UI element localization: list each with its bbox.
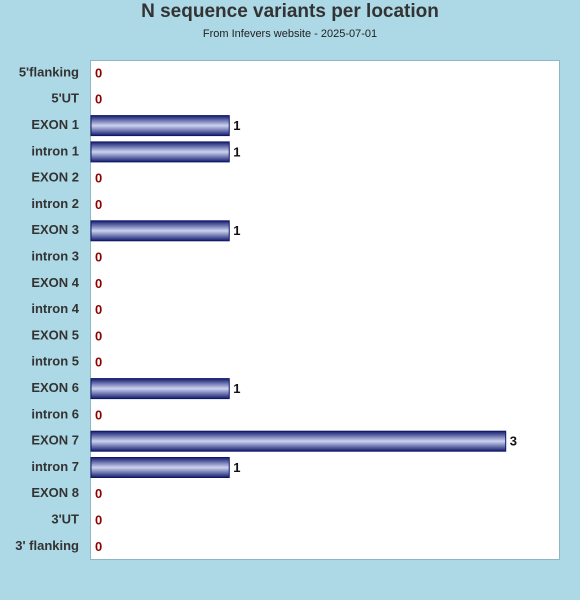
bar (90, 457, 230, 478)
category-label: 3'UT (51, 512, 79, 527)
value-label: 0 (95, 197, 102, 212)
category-label: EXON 6 (31, 380, 79, 395)
category-label: intron 7 (31, 459, 79, 474)
value-label: 0 (95, 302, 102, 317)
value-label: 1 (233, 144, 240, 159)
value-label: 0 (95, 276, 102, 291)
value-label: 0 (95, 250, 102, 265)
category-label: 3' flanking (15, 538, 79, 553)
value-label: 0 (95, 171, 102, 186)
value-label: 1 (233, 118, 240, 133)
chart-subtitle: From Infevers website - 2025-07-01 (202, 28, 378, 40)
value-label: 0 (95, 92, 102, 107)
bar (90, 141, 230, 163)
bar (90, 378, 230, 400)
category-label: intron 5 (31, 354, 79, 369)
category-label: 5'flanking (19, 64, 79, 79)
category-label: EXON 4 (31, 275, 79, 290)
category-label: intron 6 (31, 406, 79, 421)
category-label: EXON 1 (31, 117, 79, 132)
value-label: 0 (95, 486, 102, 501)
value-label: 1 (233, 381, 240, 396)
value-label: 1 (233, 223, 240, 238)
value-label: 0 (95, 328, 102, 343)
category-label: EXON 8 (31, 485, 79, 500)
bar (90, 430, 507, 452)
value-label: 0 (95, 65, 102, 80)
value-label: 1 (233, 460, 240, 475)
category-label: EXON 2 (31, 170, 79, 185)
value-label: 0 (95, 355, 102, 370)
value-label: 0 (95, 539, 102, 554)
chart-title: N sequence variants per location (141, 1, 439, 22)
category-label: intron 1 (31, 143, 79, 158)
value-label: 0 (95, 513, 102, 528)
category-label: intron 4 (31, 301, 79, 316)
value-label: 3 (510, 434, 517, 449)
category-label: intron 2 (31, 196, 79, 211)
category-label: EXON 7 (31, 433, 79, 448)
category-label: EXON 5 (31, 327, 79, 342)
bar (90, 220, 230, 242)
category-label: 5'UT (51, 91, 79, 106)
value-label: 0 (95, 407, 102, 422)
category-label: EXON 3 (31, 222, 79, 237)
bar (90, 115, 230, 137)
category-label: intron 3 (31, 249, 79, 264)
